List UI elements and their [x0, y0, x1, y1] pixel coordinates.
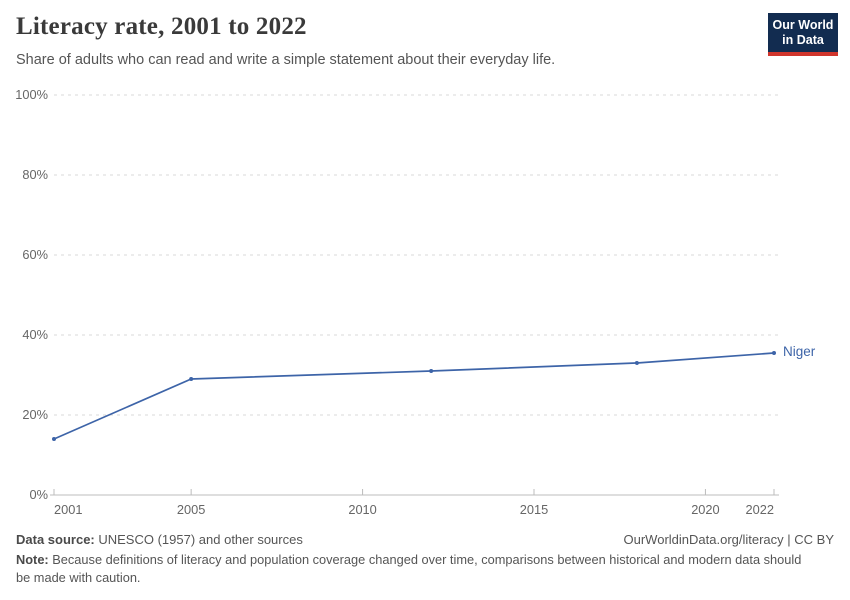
- owid-cc-link[interactable]: OurWorldinData.org/literacy | CC BY: [623, 532, 834, 547]
- series-line: [53, 352, 775, 440]
- data-source-label: Data source:: [16, 532, 95, 547]
- chart-note-text: Because definitions of literacy and popu…: [16, 552, 802, 585]
- owid-logo-text: Our World in Data: [768, 13, 838, 52]
- x-tick-label: 2005: [176, 502, 206, 517]
- x-tick-label: 2020: [691, 502, 720, 517]
- chart-note-label: Note:: [16, 552, 49, 567]
- data-point: [634, 361, 639, 365]
- data-point: [52, 437, 56, 441]
- data-point: [772, 351, 776, 355]
- y-tick-label: 60%: [22, 247, 48, 262]
- owid-logo-line2: in Data: [782, 33, 824, 47]
- owid-logo[interactable]: Our World in Data: [768, 13, 838, 56]
- data-point: [189, 377, 194, 381]
- x-tick-label: 2010: [348, 502, 377, 517]
- footer: Data source: UNESCO (1957) and other sou…: [16, 532, 834, 547]
- x-tick-label: 2001: [54, 502, 83, 517]
- y-tick-label: 100%: [15, 87, 48, 102]
- owid-logo-line1: Our World: [772, 18, 834, 32]
- chart-subtitle: Share of adults who can read and write a…: [16, 52, 556, 68]
- chart-note: Note: Because definitions of literacy an…: [16, 551, 811, 587]
- data-point: [429, 369, 434, 373]
- page-title: Literacy rate, 2001 to 2022: [16, 13, 307, 40]
- data-source: Data source: UNESCO (1957) and other sou…: [16, 532, 303, 547]
- y-tick-label: 40%: [22, 327, 48, 342]
- x-tick-label: 2015: [519, 502, 549, 517]
- y-tick-label: 0%: [29, 487, 49, 502]
- x-tick-label: 2022: [745, 502, 774, 517]
- data-source-text: UNESCO (1957) and other sources: [94, 532, 303, 547]
- owid-logo-red-bar: [768, 52, 838, 56]
- y-tick-label: 20%: [22, 407, 48, 422]
- series-label: Niger: [783, 344, 816, 359]
- y-tick-label: 80%: [22, 167, 48, 182]
